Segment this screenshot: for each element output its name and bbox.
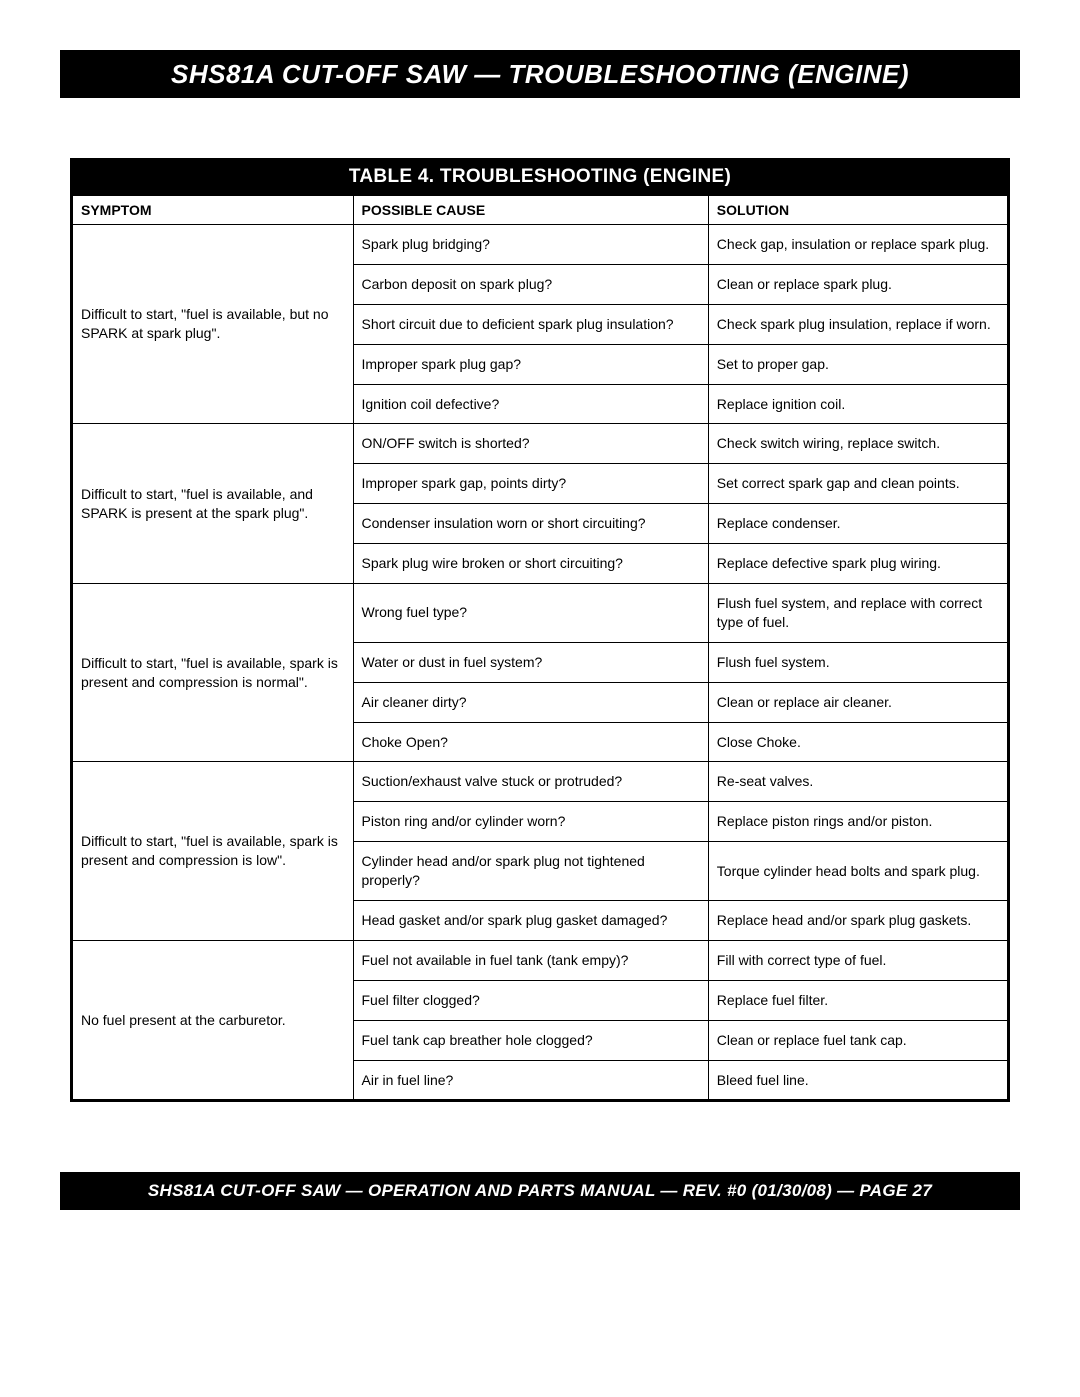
cause-cell: Suction/exhaust valve stuck or protruded… (353, 762, 708, 802)
cause-cell: Ignition coil defective? (353, 384, 708, 424)
cause-cell: Fuel filter clogged? (353, 980, 708, 1020)
symptom-cell: Difficult to start, "fuel is available, … (73, 424, 354, 584)
symptom-cell: Difficult to start, "fuel is available, … (73, 762, 354, 940)
col-header-cause: POSSIBLE CAUSE (353, 196, 708, 225)
symptom-cell: No fuel present at the carburetor. (73, 940, 354, 1100)
table-header-row: SYMPTOM POSSIBLE CAUSE SOLUTION (73, 196, 1008, 225)
cause-cell: Air in fuel line? (353, 1060, 708, 1100)
solution-cell: Bleed fuel line. (708, 1060, 1007, 1100)
cause-cell: Head gasket and/or spark plug gasket dam… (353, 901, 708, 941)
solution-cell: Replace condenser. (708, 504, 1007, 544)
solution-cell: Flush fuel system. (708, 642, 1007, 682)
solution-cell: Flush fuel system, and replace with corr… (708, 584, 1007, 643)
solution-cell: Check gap, insulation or replace spark p… (708, 225, 1007, 265)
table-row: Difficult to start, "fuel is available, … (73, 584, 1008, 643)
col-header-symptom: SYMPTOM (73, 196, 354, 225)
troubleshooting-table: SYMPTOM POSSIBLE CAUSE SOLUTION Difficul… (72, 196, 1008, 1100)
solution-cell: Clean or replace fuel tank cap. (708, 1020, 1007, 1060)
table-row: Difficult to start, "fuel is available, … (73, 225, 1008, 265)
solution-cell: Replace head and/or spark plug gaskets. (708, 901, 1007, 941)
solution-cell: Check spark plug insulation, replace if … (708, 304, 1007, 344)
solution-cell: Clean or replace spark plug. (708, 264, 1007, 304)
cause-cell: Condenser insulation worn or short circu… (353, 504, 708, 544)
cause-cell: Water or dust in fuel system? (353, 642, 708, 682)
page-title-band: SHS81A CUT-OFF SAW — TROUBLESHOOTING (EN… (60, 50, 1020, 98)
page-container: SHS81A CUT-OFF SAW — TROUBLESHOOTING (EN… (0, 0, 1080, 1250)
solution-cell: Clean or replace air cleaner. (708, 682, 1007, 722)
solution-cell: Replace piston rings and/or piston. (708, 802, 1007, 842)
cause-cell: Piston ring and/or cylinder worn? (353, 802, 708, 842)
cause-cell: Spark plug wire broken or short circuiti… (353, 544, 708, 584)
symptom-cell: Difficult to start, "fuel is available, … (73, 584, 354, 762)
table-title: TABLE 4. TROUBLESHOOTING (ENGINE) (72, 160, 1008, 196)
cause-cell: ON/OFF switch is shorted? (353, 424, 708, 464)
solution-cell: Replace fuel filter. (708, 980, 1007, 1020)
table-row: Difficult to start, "fuel is available, … (73, 762, 1008, 802)
symptom-cell: Difficult to start, "fuel is available, … (73, 225, 354, 424)
cause-cell: Short circuit due to deficient spark plu… (353, 304, 708, 344)
cause-cell: Improper spark gap, points dirty? (353, 464, 708, 504)
cause-cell: Carbon deposit on spark plug? (353, 264, 708, 304)
page-footer-text: SHS81A CUT-OFF SAW — OPERATION AND PARTS… (148, 1181, 932, 1201)
solution-cell: Replace defective spark plug wiring. (708, 544, 1007, 584)
solution-cell: Re-seat valves. (708, 762, 1007, 802)
solution-cell: Close Choke. (708, 722, 1007, 762)
solution-cell: Check switch wiring, replace switch. (708, 424, 1007, 464)
table-row: Difficult to start, "fuel is available, … (73, 424, 1008, 464)
table-row: No fuel present at the carburetor.Fuel n… (73, 940, 1008, 980)
cause-cell: Improper spark plug gap? (353, 344, 708, 384)
cause-cell: Choke Open? (353, 722, 708, 762)
cause-cell: Wrong fuel type? (353, 584, 708, 643)
col-header-solution: SOLUTION (708, 196, 1007, 225)
solution-cell: Set to proper gap. (708, 344, 1007, 384)
cause-cell: Air cleaner dirty? (353, 682, 708, 722)
cause-cell: Spark plug bridging? (353, 225, 708, 265)
page-footer-band: SHS81A CUT-OFF SAW — OPERATION AND PARTS… (60, 1172, 1020, 1210)
troubleshooting-table-wrap: TABLE 4. TROUBLESHOOTING (ENGINE) SYMPTO… (70, 158, 1010, 1102)
cause-cell: Cylinder head and/or spark plug not tigh… (353, 842, 708, 901)
table-body: Difficult to start, "fuel is available, … (73, 225, 1008, 1100)
solution-cell: Set correct spark gap and clean points. (708, 464, 1007, 504)
cause-cell: Fuel tank cap breather hole clogged? (353, 1020, 708, 1060)
solution-cell: Replace ignition coil. (708, 384, 1007, 424)
solution-cell: Fill with correct type of fuel. (708, 940, 1007, 980)
page-title: SHS81A CUT-OFF SAW — TROUBLESHOOTING (EN… (171, 59, 909, 90)
solution-cell: Torque cylinder head bolts and spark plu… (708, 842, 1007, 901)
cause-cell: Fuel not available in fuel tank (tank em… (353, 940, 708, 980)
